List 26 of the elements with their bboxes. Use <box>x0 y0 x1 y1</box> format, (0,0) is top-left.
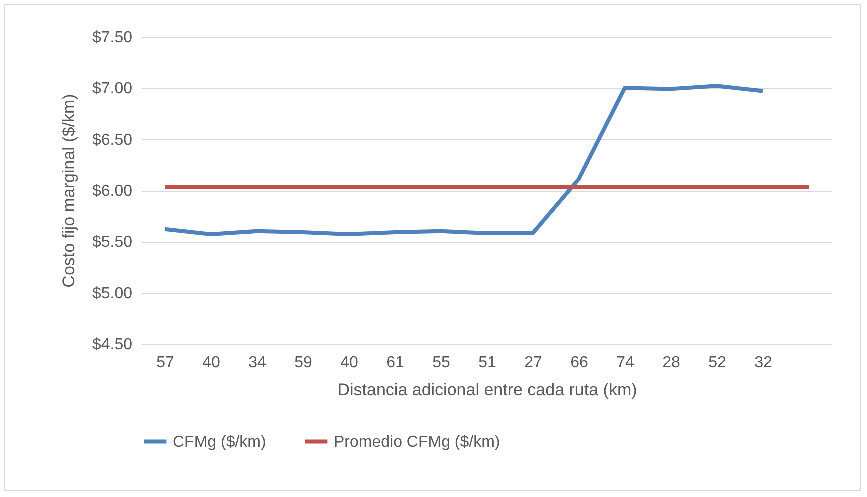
y-tick-label: $7.50 <box>92 30 133 46</box>
y-axis-title: Costo fijo marginal ($/km) <box>59 94 78 288</box>
x-tick-label: 52 <box>708 354 726 372</box>
legend-label: Promedio CFMg ($/km) <box>334 434 500 451</box>
x-axis-title: Distancia adicional entre cada ruta (km) <box>338 380 638 400</box>
x-tick-label: 40 <box>340 354 358 372</box>
x-tick-label: 59 <box>294 354 312 372</box>
x-tick-label: 66 <box>570 354 588 372</box>
x-tick-label: 34 <box>248 354 266 372</box>
legend-label: CFMg ($/km) <box>173 434 266 451</box>
x-tick-label: 40 <box>202 354 220 372</box>
x-tick-label: 57 <box>156 354 174 372</box>
y-tick-label: $6.00 <box>92 183 133 200</box>
x-tick-label: 51 <box>478 354 496 372</box>
line-series <box>163 84 765 237</box>
x-tick-label: 27 <box>524 354 542 372</box>
y-tick-label: $7.00 <box>92 80 133 98</box>
x-tick-label: 32 <box>754 354 772 372</box>
x-tick-label: 28 <box>662 354 680 372</box>
y-tick-label: $4.50 <box>92 336 133 354</box>
x-tick-label: 74 <box>616 354 634 372</box>
y-tick-label: $5.00 <box>92 285 133 302</box>
y-tick-label: $5.50 <box>92 234 133 252</box>
x-tick-label: 55 <box>432 354 450 372</box>
x-tick-label: 61 <box>386 354 404 372</box>
y-tick-label: $6.50 <box>92 132 133 149</box>
